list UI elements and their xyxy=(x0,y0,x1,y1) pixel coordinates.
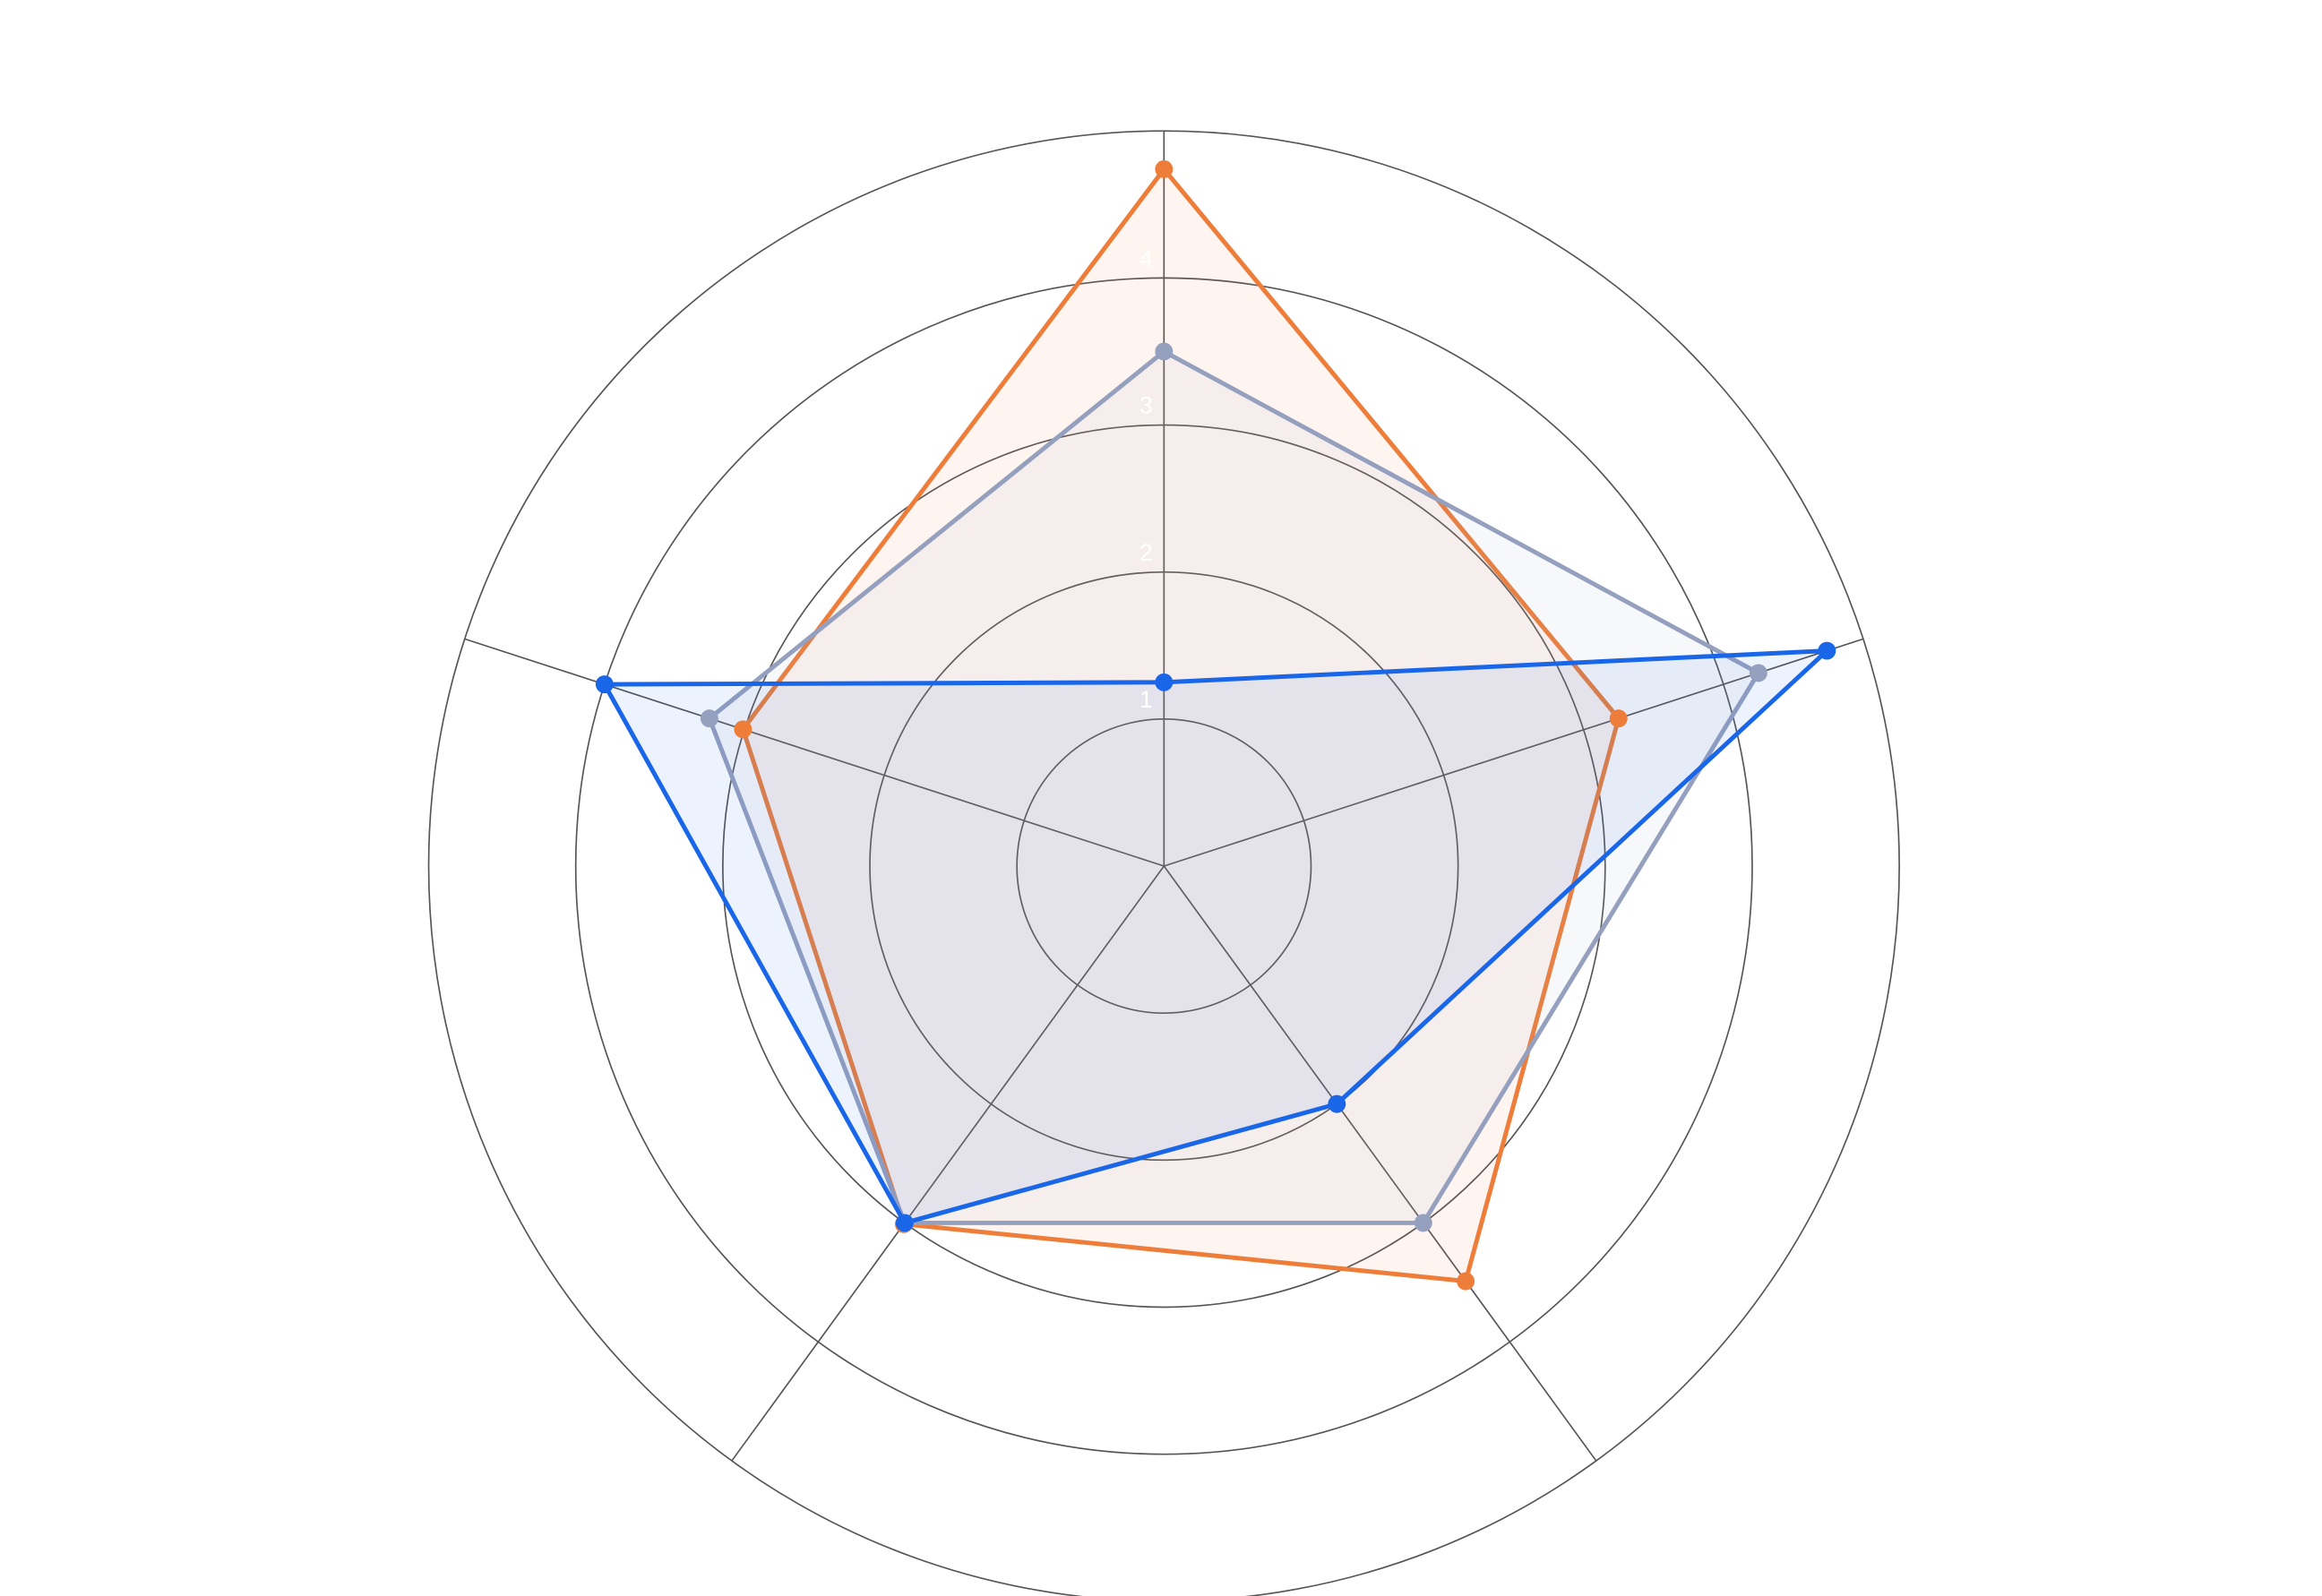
data-point xyxy=(1155,342,1174,361)
r-tick-label: 1 xyxy=(1140,686,1153,713)
data-point xyxy=(734,720,752,739)
data-point xyxy=(1155,673,1174,691)
r-tick-label: 2 xyxy=(1140,539,1153,566)
spoke xyxy=(464,638,1165,867)
r-tick-label: 4 xyxy=(1140,245,1153,271)
data-point xyxy=(1328,1094,1346,1113)
spoke xyxy=(1163,865,1597,1462)
data-point xyxy=(1414,1214,1432,1232)
data-point xyxy=(895,1214,914,1232)
data-point xyxy=(1457,1272,1475,1291)
series-area xyxy=(602,648,1829,1225)
data-point xyxy=(1818,641,1836,660)
spoke xyxy=(1164,638,1864,867)
spoke xyxy=(731,865,1165,1462)
data-point xyxy=(1155,159,1174,178)
data-point xyxy=(1609,709,1628,728)
data-point xyxy=(1749,664,1767,682)
data-point xyxy=(700,709,718,728)
r-tick-label: 3 xyxy=(1140,392,1153,419)
outer-ring xyxy=(427,130,1900,1596)
series-area xyxy=(707,348,1761,1225)
data-point xyxy=(595,675,614,694)
